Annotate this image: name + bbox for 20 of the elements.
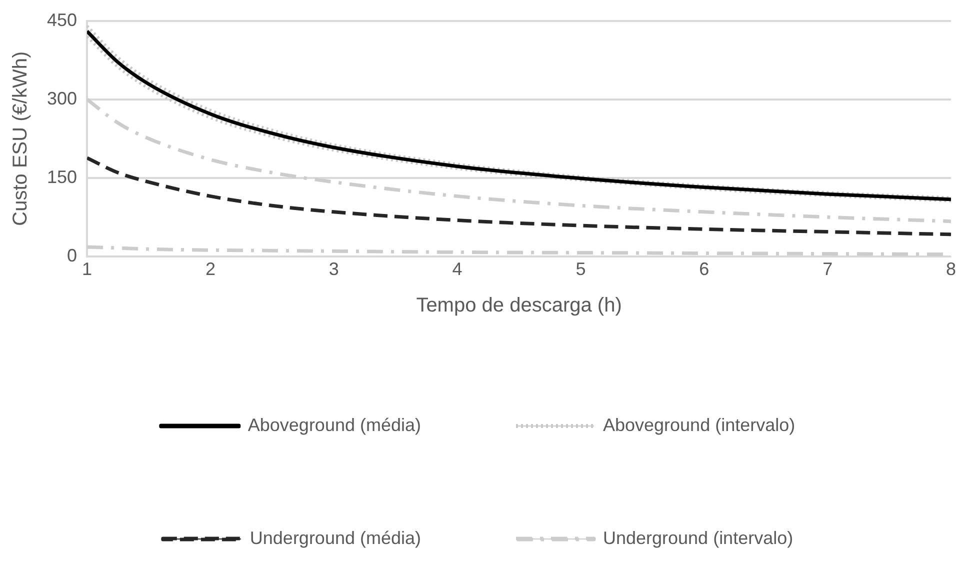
x-axis-title: Tempo de descarga (h) [416, 294, 622, 317]
legend-label: Underground (média) [250, 528, 421, 548]
x-tick-label: 4 [452, 259, 462, 280]
y-tick-label: 300 [46, 88, 78, 108]
y-tick-label: 150 [46, 166, 78, 187]
x-tick-label: 8 [946, 259, 956, 280]
y-tick-label: 0 [67, 245, 78, 266]
legend-label: Aboveground (média) [248, 414, 422, 435]
x-tick-label: 1 [82, 259, 92, 280]
legend-label: Aboveground (intervalo) [602, 414, 796, 435]
x-tick-label: 2 [205, 259, 216, 280]
y-tick-label: 450 [46, 10, 78, 30]
x-tick-label: 5 [576, 259, 586, 280]
y-axis-title: Custo ESU (€/kWh) [10, 51, 32, 226]
x-tick-label: 3 [328, 259, 339, 280]
legend-label: Underground (intervalo) [602, 528, 794, 548]
x-tick-label: 6 [699, 259, 710, 280]
line-series [87, 98, 951, 224]
line-series [87, 156, 951, 236]
x-tick-label: 7 [822, 259, 833, 280]
